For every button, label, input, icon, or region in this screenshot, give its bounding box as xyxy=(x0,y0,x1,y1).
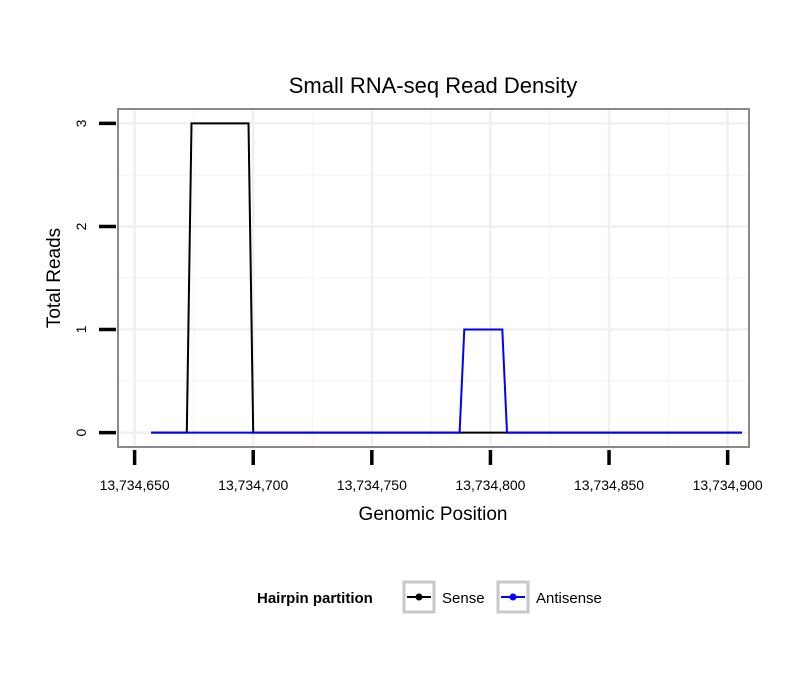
legend-title: Hairpin partition xyxy=(257,590,373,607)
series-line-antisense xyxy=(151,328,742,434)
series-layer xyxy=(151,122,742,434)
legend-marker-sense xyxy=(415,593,423,601)
y-tick-label: 2 xyxy=(73,222,89,230)
y-axis-title: Total Reads xyxy=(44,228,65,328)
legend: Hairpin partition Sense Antisense xyxy=(257,580,602,614)
legend-label-sense: Sense xyxy=(442,590,485,607)
grid xyxy=(118,109,749,447)
x-tick-label: 13,734,750 xyxy=(337,477,407,493)
legend-label-antisense: Antisense xyxy=(536,590,602,607)
y-axis: 0 1 2 3 xyxy=(73,119,116,436)
x-tick-label: 13,734,650 xyxy=(100,477,170,493)
plot-border xyxy=(117,108,750,448)
x-tick-label: 13,734,900 xyxy=(693,477,763,493)
x-tick-label: 13,734,850 xyxy=(574,477,644,493)
chart-title: Small RNA-seq Read Density xyxy=(289,73,578,98)
x-tick-label: 13,734,700 xyxy=(218,477,288,493)
x-axis-title: Genomic Position xyxy=(359,504,508,525)
legend-marker-antisense xyxy=(509,593,517,601)
x-tick-label: 13,734,800 xyxy=(455,477,525,493)
y-tick-label: 0 xyxy=(73,428,89,436)
x-axis: 13,734,650 13,734,700 13,734,750 13,734,800… xyxy=(100,450,763,493)
y-tick-label: 3 xyxy=(73,119,89,127)
y-tick-label: 1 xyxy=(73,325,89,333)
